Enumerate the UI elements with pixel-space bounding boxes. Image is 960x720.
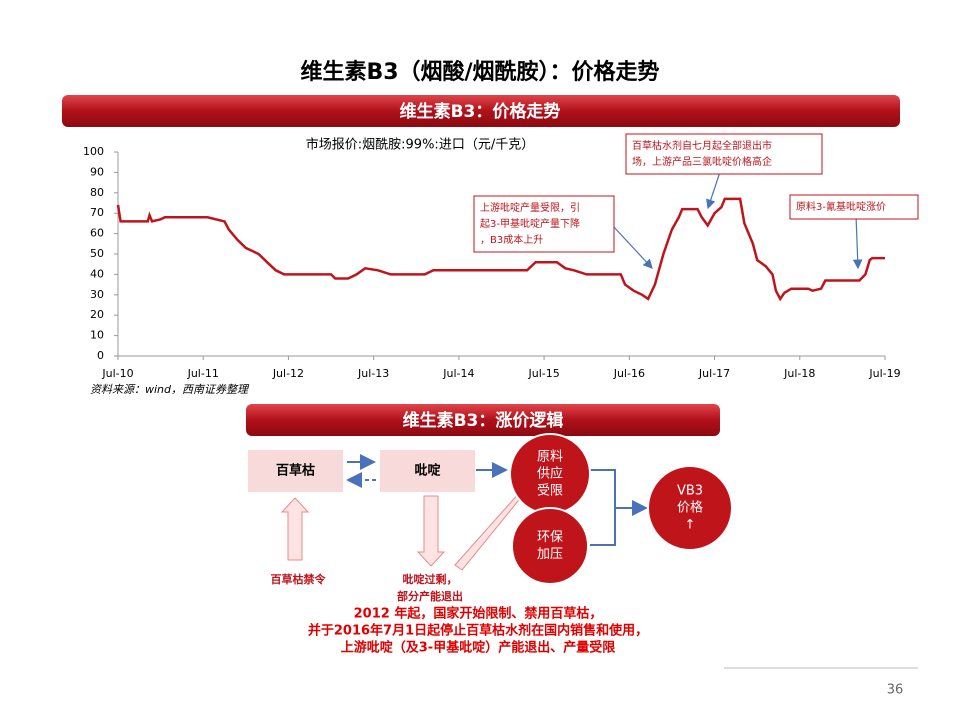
cause-label: 部分产能退出 [397,589,463,603]
box-label: 百草枯 [276,463,315,479]
x-tick-label: Jul-12 [272,367,304,380]
circle-label: VB3 [677,484,703,499]
cause-label: 百草枯禁令 [271,572,327,586]
source: 资料来源：wind，西南证券整理 [90,383,250,396]
x-tick-label: Jul-18 [783,367,815,380]
page-number: 36 [887,683,904,698]
y-tick-label: 60 [90,227,104,240]
annotation-arrow [611,224,653,269]
x-tick-label: Jul-14 [442,367,474,380]
note-line: 并于2016年7月1日起停止百草枯水剂在国内销售和使用， [308,623,648,639]
price-line [116,197,885,302]
circle-label: 环保 [537,530,563,545]
y-tick-label: 10 [90,329,104,342]
down-arrow [416,495,446,567]
annotation-text: 上游吡啶产量受限，引 [480,201,580,214]
annotation-arrow [706,171,721,210]
y-tick-label: 0 [97,349,104,362]
chart-title: 市场报价:烟酰胺:99%:进口（元/千克） [306,137,534,153]
circle-label: 价格 [677,500,703,516]
annotation-box [625,133,823,175]
x-tick-label: Jul-13 [357,367,389,380]
y-tick-label: 70 [90,206,104,219]
circle-node [647,465,733,551]
up-arrow [280,497,310,561]
circle-label: 原料 [537,450,563,465]
banner [62,95,900,127]
y-tick-label: 50 [90,247,104,260]
circle-node [511,507,589,585]
circle-label: 供应 [537,466,563,482]
cause-label: 吡啶过剩， [403,572,458,586]
note-line: 2012 年起，国家开始限制、禁用百草枯， [354,606,603,622]
box-label: 吡啶 [414,463,440,479]
banner-text: 维生素B3：价格走势 [400,101,561,122]
annotation-box [473,195,615,253]
circle-label: 加压 [537,547,563,562]
x-tick-label: Jul-15 [527,367,559,380]
annotation-text: ，B3成本上升 [480,233,543,246]
slide-title: 维生素B3（烟酸/烟酰胺）：价格走势 [300,59,659,85]
box [380,450,475,492]
y-tick-label: 30 [90,288,104,301]
x-tick-label: Jul-19 [868,367,900,380]
x-tick-label: Jul-17 [698,367,730,380]
y-tick-label: 40 [90,267,104,280]
annotation-text: 原料3-氰基吡啶涨价 [796,200,886,213]
y-tick-label: 20 [90,308,104,321]
box [248,450,343,492]
x-tick-label: Jul-10 [101,367,133,380]
y-tick-label: 80 [90,186,104,199]
y-tick-label: 90 [90,165,104,178]
annotation-arrow [852,214,863,270]
x-tick-label: Jul-11 [187,367,219,380]
y-tick-label: 100 [83,145,104,158]
circle-label: ↑ [685,518,696,533]
x-tick-label: Jul-16 [613,367,645,380]
banner [246,404,720,436]
banner-text: 维生素B3：涨价逻辑 [403,410,564,431]
annotation-box [789,194,919,220]
note-line: 上游吡啶（及3-甲基吡啶）产能退出、产量受限 [341,640,616,656]
annotation-text: 百草枯水剂自七月起全部退出市 [632,139,772,152]
annotation-text: 起3-甲基吡啶产量下降 [480,217,580,230]
annotation-text: 场，上游产品三氯吡啶价格高企 [632,155,772,168]
circle-label: 受限 [537,484,563,499]
